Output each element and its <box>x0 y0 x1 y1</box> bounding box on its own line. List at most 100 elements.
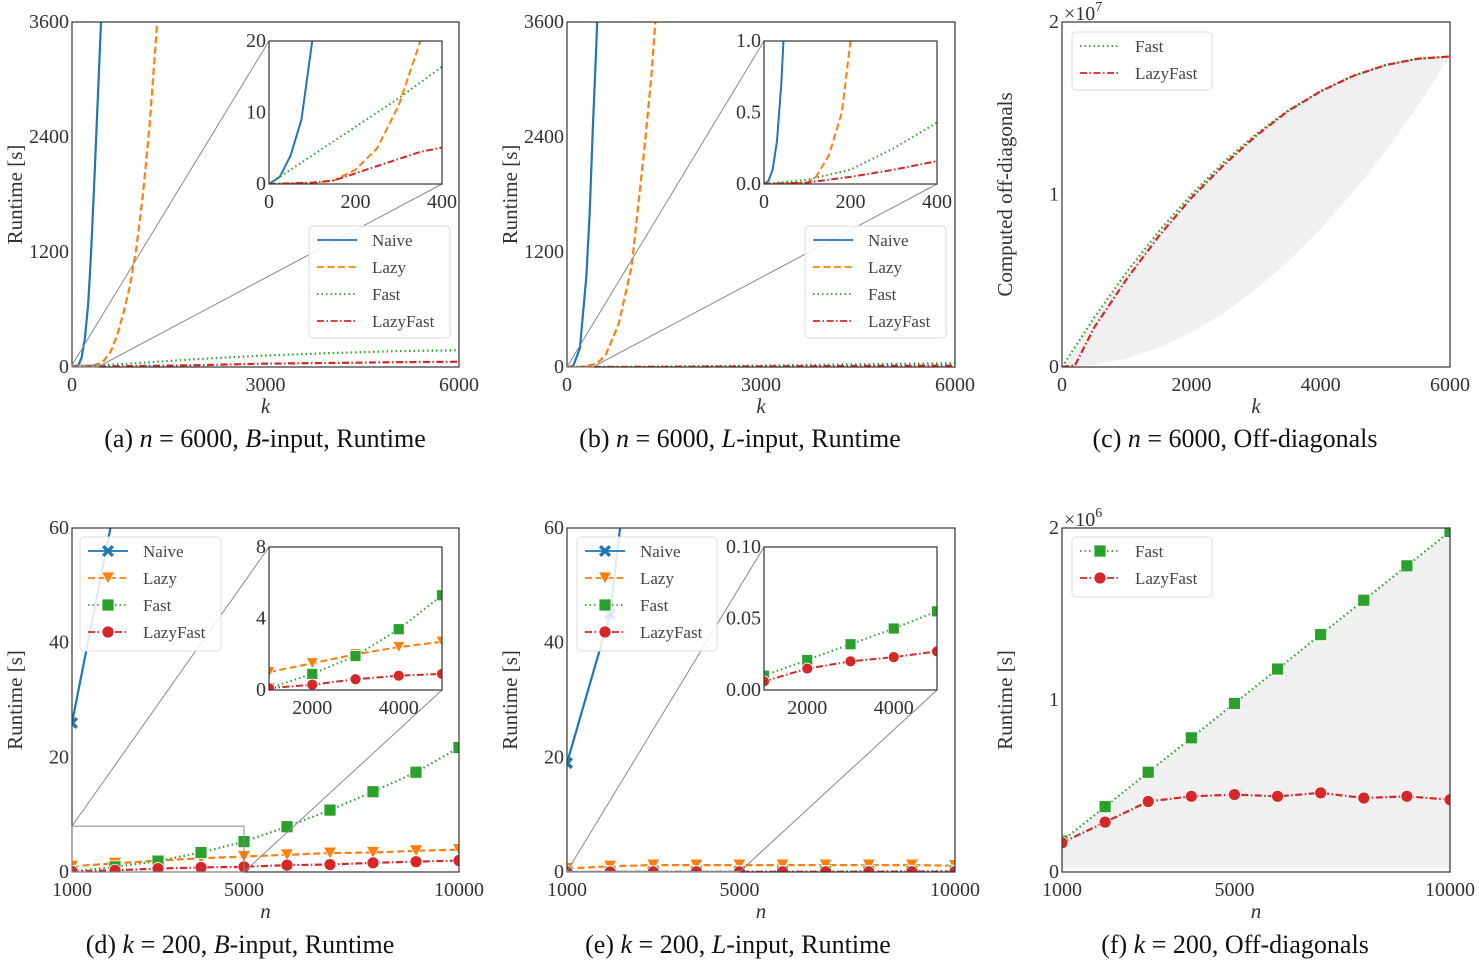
legend-item-fast: Fast <box>1080 542 1164 561</box>
y-tick-label: 1 <box>1049 184 1059 206</box>
x-tick-label: 6000 <box>935 374 975 396</box>
axes-frame <box>1061 21 1451 368</box>
legend-item-lazy: Lazy <box>317 258 406 277</box>
caption-part: -input, Runtime <box>230 930 395 959</box>
panel-caption: (f) k = 200, Off-diagonals <box>1101 930 1369 959</box>
legend: Fast LazyFast <box>1071 536 1213 598</box>
x-tick-label: 0 <box>562 374 572 396</box>
y-tick-label: 0 <box>59 356 69 378</box>
y-tick-label: 20 <box>49 746 69 768</box>
legend-box <box>576 536 718 652</box>
x-tick-label: 1000 <box>547 879 587 901</box>
y-tick-label: 0.0 <box>736 173 761 195</box>
point-fast <box>1184 731 1198 745</box>
legend-item-naive: Naive <box>88 542 184 561</box>
point-fast <box>887 622 900 635</box>
axes-frame <box>268 546 443 691</box>
axes-frame <box>268 40 443 185</box>
legend-item-fast: Fast <box>585 596 669 615</box>
series-line-lazyfast <box>1062 55 1450 367</box>
caption-part: k <box>123 930 135 959</box>
point-fast <box>366 785 380 799</box>
x-axis-label: k <box>261 394 271 418</box>
x-tick-label: 1000 <box>1042 879 1082 901</box>
legend-item-lazyfast: LazyFast <box>585 623 703 642</box>
y-tick-label: 0 <box>554 861 564 883</box>
y-tick-label: 2 <box>1049 11 1059 33</box>
point-lazyfast <box>306 678 319 690</box>
point-lazyfast <box>1098 815 1112 829</box>
legend-box <box>308 225 451 339</box>
caption-part: n <box>616 424 629 453</box>
y-tick-label: 0 <box>1049 356 1059 378</box>
point-fast <box>194 846 208 859</box>
multiplier-exponent: 7 <box>1095 0 1102 15</box>
legend-label: Naive <box>640 542 681 561</box>
caption-part: k <box>621 930 633 959</box>
series-line-fast <box>269 65 442 184</box>
legend-label: Fast <box>640 596 669 615</box>
point-naive <box>567 757 574 770</box>
legend-label: LazyFast <box>143 623 206 642</box>
point-fast <box>480 543 491 554</box>
point-lazy <box>279 848 295 862</box>
y-tick-label: 0 <box>1049 861 1059 883</box>
point-fast <box>1400 559 1414 573</box>
caption-part: n <box>1128 424 1141 453</box>
series-line-lazy <box>567 22 657 367</box>
caption-part: L <box>711 930 726 959</box>
y-tick-label: 20 <box>544 746 564 768</box>
x-tick-label: 6000 <box>439 374 479 396</box>
point-fast <box>1141 765 1155 779</box>
x-axis-label: n <box>1251 899 1262 923</box>
point-lazyfast <box>523 661 534 672</box>
y-tick-label: 1.0 <box>736 30 761 52</box>
caption-part: (e) <box>585 930 620 959</box>
caption-part: (d) <box>86 930 123 959</box>
y-tick-label: 3600 <box>29 11 69 33</box>
point-lazy <box>435 635 442 649</box>
marker-square <box>598 598 612 612</box>
caption-part: n <box>140 424 153 453</box>
point-lazy <box>322 846 338 860</box>
x-tick-label: 0 <box>759 191 769 213</box>
point-lazyfast <box>1228 788 1241 801</box>
y-multiplier: ×106 <box>1064 506 1102 531</box>
panel-caption: (b) n = 6000, L-input, Runtime <box>579 424 901 453</box>
point-lazy <box>522 626 534 637</box>
series-line-lazyfast <box>269 146 442 184</box>
y-tick-label: 20 <box>246 30 266 52</box>
point-fast <box>566 434 577 445</box>
series-line-naive <box>764 41 785 184</box>
y-tick-label: 2 <box>1049 517 1059 539</box>
y-tick-label: 0 <box>554 356 564 378</box>
y-axis-label: Runtime [s] <box>498 650 522 750</box>
point-lazyfast <box>1271 789 1284 803</box>
legend-item-lazy: Lazy <box>88 569 177 588</box>
legend-item-naive: Naive <box>317 231 413 250</box>
x-tick-label: 3000 <box>246 374 286 396</box>
legend-item-lazyfast: LazyFast <box>88 623 206 642</box>
legend: Fast LazyFast <box>1071 31 1213 91</box>
point-fast <box>409 765 423 779</box>
legend-box <box>1071 536 1213 598</box>
x-tick-label: 4000 <box>1301 374 1341 396</box>
legend-item-naive: Naive <box>813 231 909 250</box>
panel-caption: (c) n = 6000, Off-diagonals <box>1093 424 1378 453</box>
point-lazyfast <box>194 861 208 872</box>
series-line-fast <box>72 349 459 367</box>
y-tick-label: 3600 <box>524 11 564 33</box>
point-lazy <box>645 858 661 872</box>
legend-label: LazyFast <box>868 312 931 331</box>
series-line-lazy <box>269 41 422 184</box>
point-fast <box>610 373 621 384</box>
point-fast <box>1271 662 1284 676</box>
caption-part: (f) <box>1101 930 1133 959</box>
point-lazy <box>732 858 747 872</box>
legend-label: Fast <box>868 285 897 304</box>
legend-label: Naive <box>143 542 184 561</box>
caption-part: = 6000, <box>153 424 246 453</box>
y-tick-label: 1 <box>1049 689 1059 711</box>
